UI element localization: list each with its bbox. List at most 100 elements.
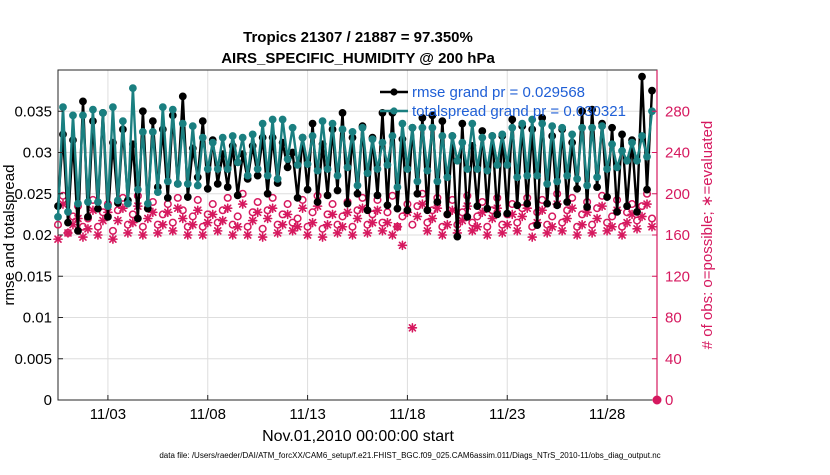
data-point-totalspread xyxy=(273,175,282,183)
obs-possible-marker xyxy=(478,197,487,207)
y-tick-label-right: 240 xyxy=(665,145,690,162)
obs-evaluated-marker xyxy=(427,213,438,224)
data-point-rmse xyxy=(343,199,352,208)
data-point-rmse xyxy=(84,212,92,221)
obs-evaluated-marker xyxy=(138,230,148,240)
data-point-totalspread xyxy=(213,165,222,173)
data-point-rmse xyxy=(613,208,621,216)
obs-possible-marker xyxy=(318,224,327,233)
y-tick-label-right: 200 xyxy=(665,186,690,203)
obs-evaluated-marker xyxy=(143,213,153,224)
data-point-totalspread xyxy=(74,199,82,208)
data-point-totalspread xyxy=(178,119,187,128)
data-point-rmse xyxy=(413,189,422,198)
data-point-totalspread xyxy=(428,123,437,132)
y-tick-label-left: 0 xyxy=(44,392,52,409)
obs-evaluated-marker xyxy=(123,228,133,238)
obs-evaluated-marker xyxy=(472,221,483,232)
obs-evaluated-marker xyxy=(53,234,63,244)
data-point-rmse xyxy=(648,86,656,95)
chart-title: Tropics 21307 / 21887 = 97.350% xyxy=(243,29,473,46)
obs-possible-marker xyxy=(108,226,117,235)
data-point-totalspread xyxy=(598,122,606,130)
data-point-rmse xyxy=(64,218,72,227)
obs-possible-marker xyxy=(568,193,577,202)
data-point-rmse xyxy=(638,72,646,81)
data-point-rmse xyxy=(428,111,437,120)
data-point-totalspread xyxy=(89,105,97,114)
data-point-totalspread xyxy=(248,130,257,139)
data-point-rmse xyxy=(623,202,631,211)
y-tick-label-left: 0.005 xyxy=(14,351,52,368)
obs-evaluated-marker xyxy=(637,211,647,222)
data-point-rmse xyxy=(323,191,332,200)
chart-subtitle: AIRS_SPECIFIC_HUMIDITY @ 200 hPa xyxy=(221,50,495,67)
obs-possible-marker xyxy=(328,200,337,209)
obs-evaluated-marker xyxy=(63,228,73,238)
obs-evaluated-marker xyxy=(362,228,373,238)
obs-evaluated-marker xyxy=(372,205,383,216)
data-point-rmse xyxy=(183,193,192,201)
data-point-totalspread xyxy=(523,171,532,180)
x-tick-label: 11/03 xyxy=(90,406,126,423)
data-point-rmse xyxy=(553,201,562,210)
data-point-totalspread xyxy=(118,117,127,126)
data-point-totalspread xyxy=(243,171,252,180)
obs-possible-marker xyxy=(558,218,567,227)
obs-evaluated-marker xyxy=(332,228,343,238)
data-point-rmse xyxy=(213,179,222,188)
data-point-rmse xyxy=(198,117,207,126)
data-point-totalspread xyxy=(588,123,597,132)
obs-evaluated-marker xyxy=(647,221,657,232)
data-point-rmse xyxy=(303,185,312,194)
data-point-totalspread xyxy=(573,175,582,183)
data-point-rmse xyxy=(293,193,302,202)
data-point-totalspread xyxy=(54,212,62,221)
data-point-rmse xyxy=(503,209,512,218)
y-tick-label-right: 280 xyxy=(665,103,690,120)
legend-marker-rmse xyxy=(390,88,398,96)
obs-possible-marker xyxy=(233,212,242,221)
axis-ticks: 11/03 11/08 11/13 11/18 11/23 11/28 0 0.005 0.01… xyxy=(14,103,690,423)
obs-evaluated-marker xyxy=(287,226,298,236)
data-point-rmse xyxy=(104,212,112,221)
obs-evaluated-marker xyxy=(302,230,313,240)
data-point-totalspread xyxy=(563,171,572,180)
obs-possible-marker xyxy=(368,210,377,219)
data-point-rmse xyxy=(463,212,472,221)
data-point-totalspread xyxy=(403,165,412,173)
obs-evaluated-marker xyxy=(352,213,363,224)
data-point-rmse xyxy=(593,183,601,192)
y-axis-label-right: # of obs: o=possible; ∗=evaluated xyxy=(699,121,716,350)
obs-evaluated-marker xyxy=(387,230,398,240)
obs-evaluated-marker xyxy=(237,199,248,209)
data-point-totalspread xyxy=(198,133,207,142)
obs-evaluated-marker xyxy=(222,203,233,213)
data-point-totalspread xyxy=(628,138,636,147)
data-point-rmse xyxy=(573,184,582,193)
obs-possible-marker xyxy=(548,212,557,221)
data-point-totalspread xyxy=(158,103,167,112)
data-point-totalspread xyxy=(498,130,507,139)
data-point-totalspread xyxy=(618,146,626,155)
data-point-rmse xyxy=(478,127,487,135)
data-point-totalspread xyxy=(308,132,317,140)
obs-possible-marker xyxy=(473,212,482,221)
obs-evaluated-marker xyxy=(272,228,283,238)
obs-evaluated-marker xyxy=(567,203,577,213)
obs-possible-marker xyxy=(193,195,202,204)
obs-possible-marker xyxy=(588,220,597,229)
data-point-totalspread xyxy=(278,115,287,124)
data-point-totalspread xyxy=(593,173,601,182)
data-point-totalspread xyxy=(203,165,212,173)
data-point-totalspread xyxy=(168,105,177,114)
data-point-totalspread xyxy=(553,177,562,186)
data-point-totalspread xyxy=(468,119,477,128)
obs-evaluated-marker xyxy=(83,224,93,234)
data-point-totalspread xyxy=(623,156,631,165)
x-tick-label: 11/13 xyxy=(289,406,325,423)
obs-possible-marker xyxy=(338,212,347,221)
data-point-rmse xyxy=(618,130,626,139)
obs-evaluated-marker xyxy=(252,207,263,218)
x-tick-label: 11/08 xyxy=(190,406,226,423)
